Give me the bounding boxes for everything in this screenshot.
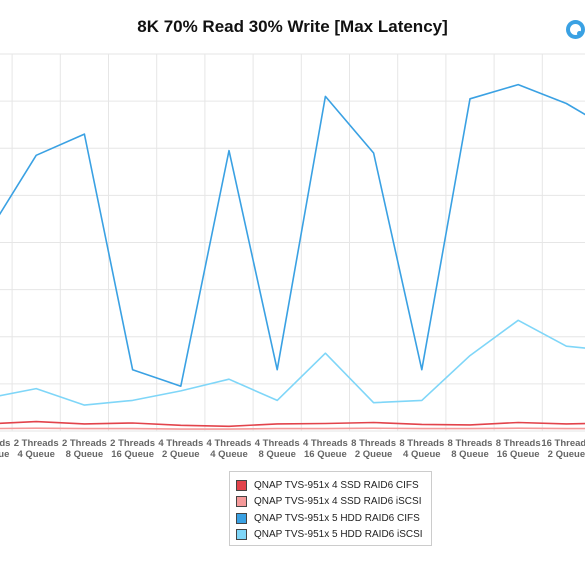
chart-title: 8K 70% Read 30% Write [Max Latency] (137, 17, 448, 36)
series-line-4[interactable] (0, 319, 585, 406)
x-tick-label: 2 Threads 8 Queue (62, 438, 107, 460)
legend-item-1[interactable]: QNAP TVS-951x 4 SSD RAID6 CIFS (236, 477, 431, 494)
legend: QNAP TVS-951x 4 SSD RAID6 CIFS QNAP TVS-9… (229, 471, 432, 546)
legend-label: QNAP TVS-951x 5 HDD RAID6 iSCSI (254, 529, 423, 541)
x-tick-label: 8 Threads 8 Queue (448, 438, 493, 460)
series-lines (0, 83, 585, 430)
legend-swatch (236, 496, 247, 508)
chart-menu-button[interactable] (566, 20, 585, 39)
series-line-1[interactable] (0, 420, 585, 428)
x-tick-label: 4 Threads 2 Queue (158, 438, 203, 460)
legend-label: QNAP TVS-951x 4 SSD RAID6 iSCSI (254, 496, 422, 508)
legend-item-3[interactable]: QNAP TVS-951x 5 HDD RAID6 CIFS (236, 510, 431, 527)
legend-swatch (236, 512, 247, 524)
grid-lines (0, 53, 585, 432)
x-tick-label: 2 Threads 16 Queue (110, 438, 155, 460)
legend-label: QNAP TVS-951x 4 SSD RAID6 CIFS (254, 479, 419, 491)
x-tick-label: 4 Threads 16 Queue (303, 438, 348, 460)
x-tick-label: 8 Threads 2 Queue (351, 438, 396, 460)
legend-item-2[interactable]: QNAP TVS-951x 4 SSD RAID6 iSCSI (236, 494, 431, 511)
legend-swatch (236, 529, 247, 541)
legend-label: QNAP TVS-951x 5 HDD RAID6 CIFS (254, 512, 420, 524)
x-tick-label: 8 Threads 16 Queue (496, 438, 541, 460)
x-tick-label: 4 Threads 8 Queue (255, 438, 300, 460)
series-line-2[interactable] (0, 427, 585, 430)
legend-item-4[interactable]: QNAP TVS-951x 5 HDD RAID6 iSCSI (236, 527, 431, 544)
x-tick-label: 4 Threads 4 Queue (207, 438, 252, 460)
menu-icon (570, 24, 582, 36)
x-tick-label: 2 Threads 4 Queue (14, 438, 59, 460)
x-tick-label: 8 Threads 4 Queue (399, 438, 444, 460)
series-line-3[interactable] (0, 83, 585, 388)
legend-swatch (236, 479, 247, 491)
